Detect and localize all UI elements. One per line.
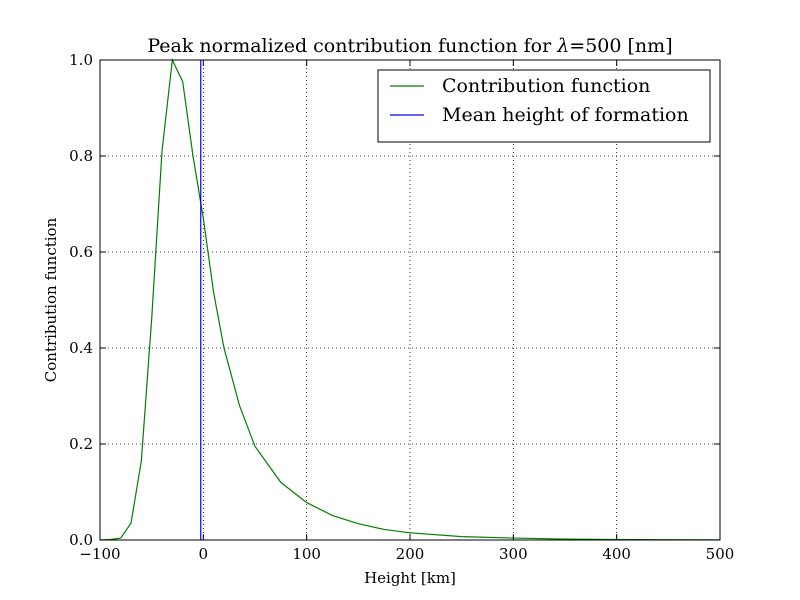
x-tick-label: 100 [292,545,321,563]
x-tick-label: 300 [499,545,528,563]
y-tick-label: 0.4 [69,339,93,357]
x-tick-label: 200 [396,545,425,563]
x-tick-label: −100 [79,545,120,563]
series-line-contribution-function [99,57,721,541]
y-tick-label: 0.2 [69,435,93,453]
x-tick-label: 500 [706,545,735,563]
legend: Contribution function Mean height of form… [377,69,711,143]
axis-ticks: −100 0 100 200 300 400 500 0.0 0.2 0.4 0.6 0.8 1.0 [69,51,734,563]
y-tick-label: 0.6 [69,243,93,261]
series-layer [99,57,721,541]
legend-box [377,69,711,143]
x-tick-label: 0 [199,545,209,563]
legend-label: Contribution function [442,75,650,97]
x-axis-title: Height [km] [364,569,456,587]
x-tick-label: 400 [602,545,631,563]
y-axis-title: Contribution function [42,217,60,382]
y-tick-label: 0.0 [69,531,93,549]
chart-title: Peak normalized contribution function fo… [147,35,672,57]
y-tick-label: 0.8 [69,147,93,165]
y-tick-label: 1.0 [69,51,93,69]
legend-label: Mean height of formation [442,104,689,126]
